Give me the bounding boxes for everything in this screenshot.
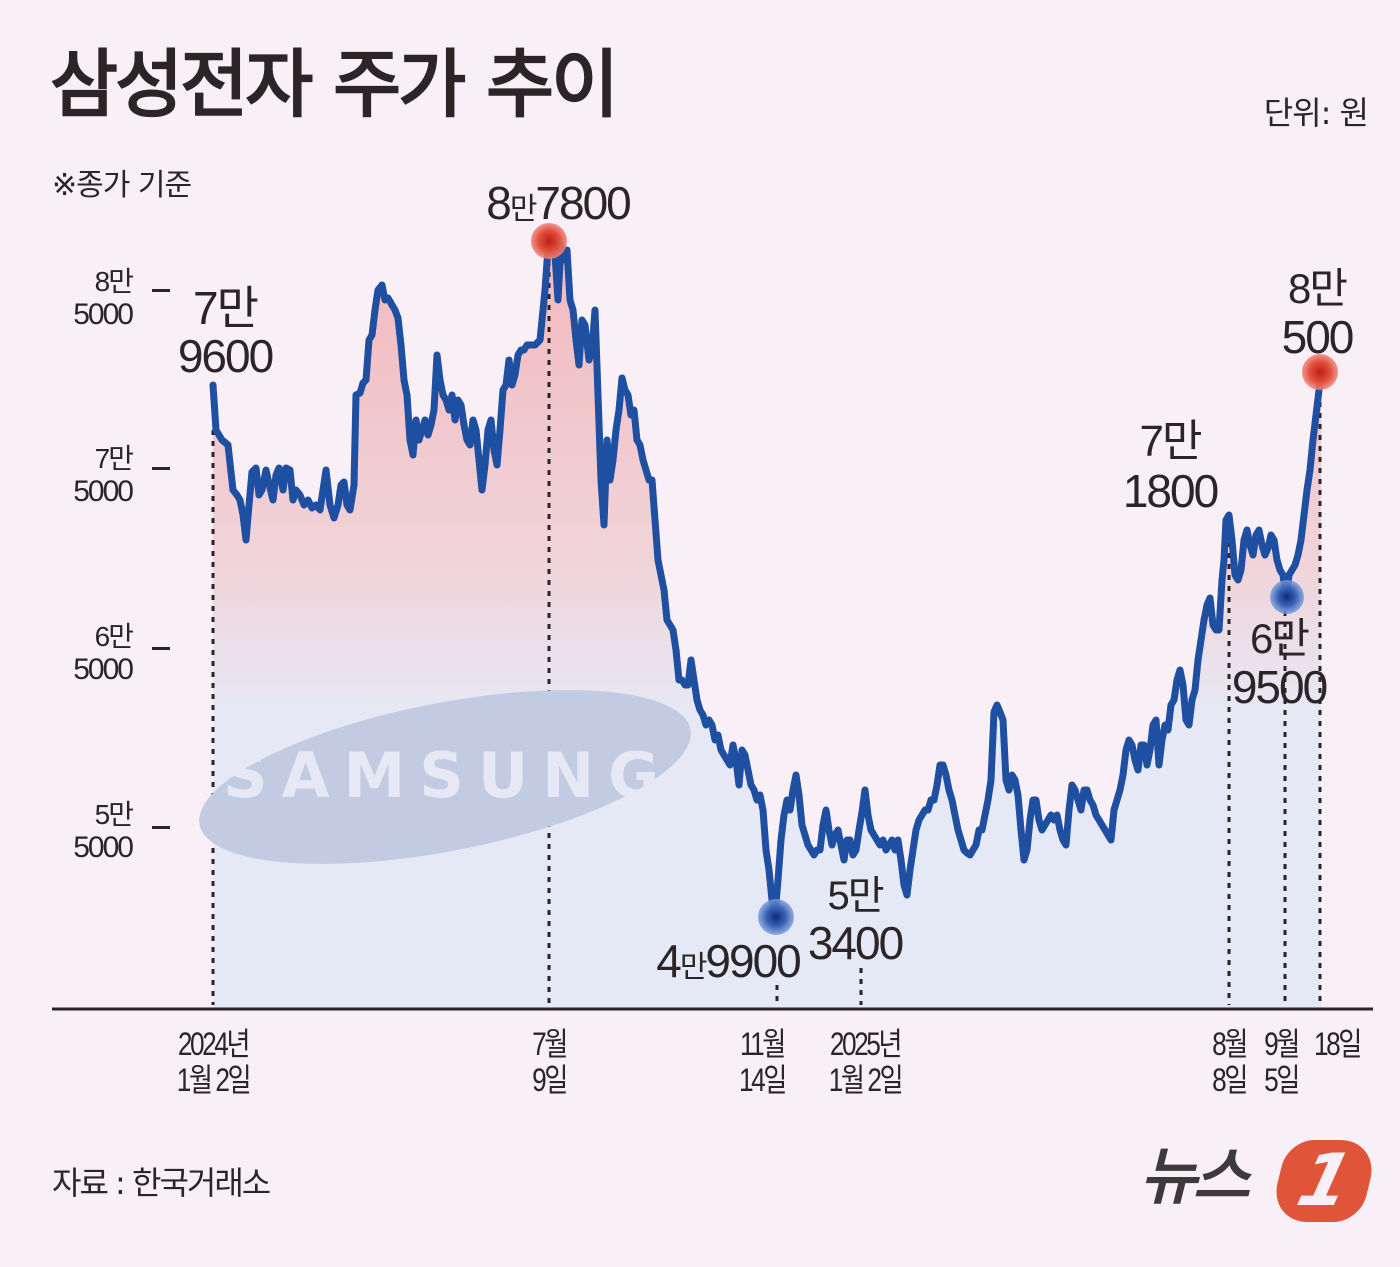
- x-label-line1: 9월: [1264, 1026, 1300, 1062]
- annotation-start: 7만 9600: [170, 285, 280, 379]
- x-label-line2: 1월 2일: [176, 1062, 252, 1098]
- annotation-sep18-value: 500: [1281, 311, 1355, 363]
- svg-text:SAMSUNG: SAMSUNG: [223, 739, 673, 812]
- y-tick-label-bottom: 5000: [73, 298, 134, 331]
- x-label-2024-01-02: 2024년 1월 2일: [172, 1026, 254, 1098]
- x-label-line1: 2024년: [177, 1026, 251, 1062]
- high-marker-latest: [1302, 354, 1338, 390]
- x-label-line2: 8일: [1212, 1062, 1248, 1098]
- x-label-line2: 5일: [1264, 1062, 1300, 1098]
- annotation-aug8-value: 1800: [1122, 465, 1219, 517]
- annotation-low: 4만9900: [648, 938, 808, 984]
- y-tick-label-bottom: 5000: [73, 653, 134, 686]
- annotation-jan2025: 5만 3400: [800, 876, 910, 966]
- y-tick-mark: [152, 289, 170, 292]
- y-tick-mark: [152, 647, 170, 650]
- annotation-peak-man: 만: [509, 193, 538, 226]
- annotation-sep18-man: 8만: [1288, 265, 1348, 312]
- annotation-low-man: 만: [679, 951, 708, 984]
- annotation-jan2025-man: 5만: [827, 874, 884, 918]
- x-label-2025-09-05: 9월 5일: [1256, 1026, 1305, 1098]
- y-tick-65000: 6만 5000: [40, 620, 134, 686]
- low-marker-november: [758, 899, 794, 935]
- annotation-sep5: 6만 9500: [1224, 615, 1334, 713]
- annotation-peak-num: 8: [486, 177, 512, 229]
- x-label-line1: 11월: [739, 1026, 786, 1062]
- x-label-2025-09-18: 18일: [1308, 1026, 1365, 1062]
- price-line: [209, 241, 1325, 919]
- y-tick-label-top: 5만: [94, 799, 134, 830]
- annotation-start-man: 7만: [193, 282, 259, 334]
- chart-note: ※종가 기준: [52, 168, 192, 203]
- annotation-start-value: 9600: [177, 330, 274, 382]
- y-tick-label-bottom: 5000: [73, 475, 134, 508]
- annotation-sep5-value: 9500: [1231, 661, 1328, 713]
- annotation-low-value: 9900: [705, 935, 801, 987]
- x-label-2025-08-08: 8월 8일: [1204, 1026, 1253, 1098]
- x-label-2024-07-09: 7월 9일: [524, 1026, 573, 1098]
- x-label-2024-11-14: 11월 14일: [733, 1026, 790, 1098]
- annotation-aug8: 7만 1800: [1115, 417, 1225, 517]
- y-tick-label-bottom: 5000: [73, 831, 134, 864]
- annotation-sep18: 8만 500: [1262, 265, 1372, 363]
- annotation-jan2025-value: 3400: [807, 917, 904, 969]
- y-tick-label-top: 6만: [94, 621, 134, 652]
- annotation-peak-value: 7800: [535, 177, 631, 229]
- high-marker-peak: [531, 223, 567, 259]
- y-tick-mark: [152, 826, 170, 829]
- logo-badge-icon: 1: [1267, 1138, 1381, 1222]
- news1-logo: 뉴스 1: [1140, 1138, 1381, 1222]
- x-label-line2: 1월 2일: [828, 1062, 904, 1098]
- x-label-line2: 9일: [532, 1062, 568, 1098]
- annotation-peak: 8만7800: [478, 180, 638, 226]
- x-label-line1: 8월: [1212, 1026, 1248, 1062]
- x-label-line1: 7월: [532, 1026, 568, 1062]
- samsung-logo-watermark: SAMSUNG: [199, 690, 691, 864]
- logo-number: 1: [1289, 1138, 1361, 1222]
- annotation-aug8-man: 7만: [1139, 417, 1203, 466]
- chart-title: 삼성전자 주가 추이: [50, 42, 619, 128]
- x-label-line1: 2025년: [829, 1026, 903, 1062]
- annotation-low-num: 4: [656, 935, 682, 987]
- y-tick-mark: [152, 467, 170, 470]
- y-tick-55000: 5만 5000: [40, 798, 134, 864]
- y-tick-label-top: 7만: [94, 443, 134, 474]
- x-label-2025-01-02: 2025년 1월 2일: [820, 1026, 910, 1098]
- source-label: 자료 : 한국거래소: [52, 1164, 271, 1202]
- y-tick-label-top: 8만: [94, 266, 134, 297]
- y-tick-85000: 8만 5000: [40, 265, 134, 331]
- x-label-line1: 18일: [1314, 1026, 1362, 1062]
- low-marker-september: [1270, 580, 1304, 614]
- annotation-sep5-man: 6만: [1250, 615, 1310, 662]
- reference-lines: [211, 250, 1322, 1005]
- logo-text: 뉴스: [1140, 1140, 1250, 1213]
- y-tick-75000: 7만 5000: [40, 442, 134, 508]
- unit-label: 단위: 원: [1263, 94, 1369, 132]
- area-fill: [213, 245, 1321, 1008]
- x-label-line2: 14일: [739, 1062, 787, 1098]
